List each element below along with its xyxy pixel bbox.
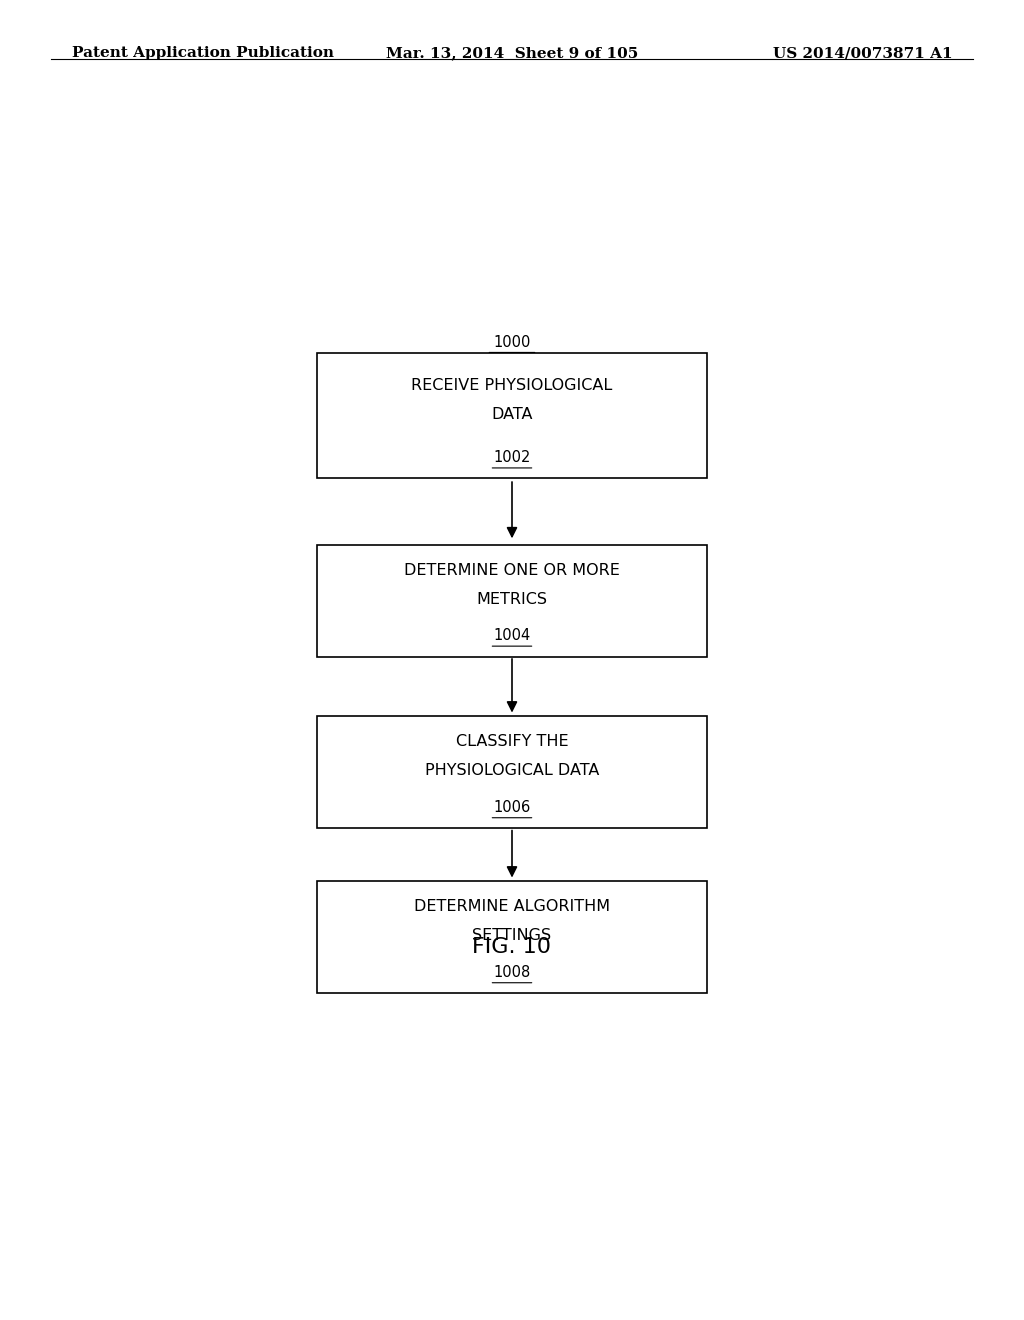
Text: US 2014/0073871 A1: US 2014/0073871 A1: [773, 46, 952, 61]
Text: 1004: 1004: [494, 628, 530, 643]
Text: 1000: 1000: [494, 335, 530, 350]
Text: METRICS: METRICS: [476, 591, 548, 607]
Text: 1008: 1008: [494, 965, 530, 979]
Text: RECEIVE PHYSIOLOGICAL: RECEIVE PHYSIOLOGICAL: [412, 378, 612, 393]
Text: FIG. 10: FIG. 10: [472, 937, 552, 957]
FancyBboxPatch shape: [317, 544, 707, 656]
Text: 1002: 1002: [494, 450, 530, 465]
Text: DETERMINE ALGORITHM: DETERMINE ALGORITHM: [414, 899, 610, 915]
Text: DETERMINE ONE OR MORE: DETERMINE ONE OR MORE: [404, 562, 620, 578]
FancyBboxPatch shape: [317, 882, 707, 993]
Text: SETTINGS: SETTINGS: [472, 928, 552, 944]
Text: DATA: DATA: [492, 407, 532, 422]
Text: 1006: 1006: [494, 800, 530, 814]
FancyBboxPatch shape: [317, 715, 707, 829]
Text: Patent Application Publication: Patent Application Publication: [72, 46, 334, 61]
Text: PHYSIOLOGICAL DATA: PHYSIOLOGICAL DATA: [425, 763, 599, 779]
FancyBboxPatch shape: [317, 352, 707, 478]
Text: Mar. 13, 2014  Sheet 9 of 105: Mar. 13, 2014 Sheet 9 of 105: [386, 46, 638, 61]
Text: CLASSIFY THE: CLASSIFY THE: [456, 734, 568, 750]
